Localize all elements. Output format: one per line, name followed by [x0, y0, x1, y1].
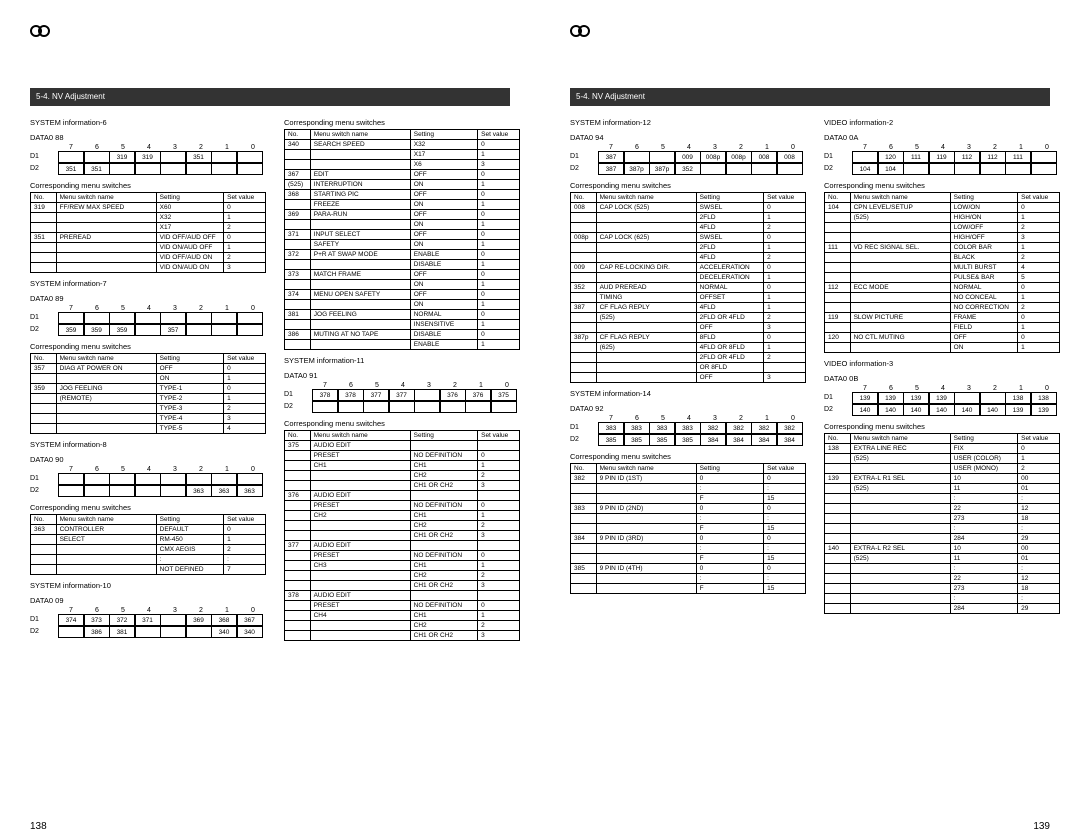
sw10-table: No.Menu switch nameSettingSet value340SE… [284, 129, 520, 350]
vid3-data: DATA0 0B [824, 374, 1060, 383]
vid2-data: DATA0 0A [824, 133, 1060, 142]
sys12-data: DATA0 94 [570, 133, 806, 142]
sys6-table: No.Menu switch nameSettingSet value319FF… [30, 192, 266, 273]
vid3-title: VIDEO information-3 [824, 359, 1060, 368]
sys8-table: No.Menu switch nameSettingSet value363CO… [30, 514, 266, 575]
section-header-left: 5-4. NV Adjustment [30, 88, 510, 106]
logo [30, 25, 50, 37]
sys14-table: No.Menu switch nameSettingSet value3829 … [570, 463, 806, 594]
sys6-data: DATA0 88 [30, 133, 266, 142]
sys7-title: SYSTEM information-7 [30, 279, 266, 288]
sys8-cap: Corresponding menu switches [30, 503, 266, 512]
sys8-title: SYSTEM information-8 [30, 440, 266, 449]
sys14-data: DATA0 92 [570, 404, 806, 413]
page-num-left: 138 [30, 821, 47, 832]
page-right: 5-4. NV Adjustment SYSTEM information-12… [540, 60, 1080, 814]
right-col-2: VIDEO information-2 DATA0 0A 76543210D11… [824, 112, 1060, 620]
sys11-table: No.Menu switch nameSettingSet value375AU… [284, 430, 520, 641]
sys8-data: DATA0 90 [30, 455, 266, 464]
sys6-title: SYSTEM information-6 [30, 118, 266, 127]
vid3-table: No.Menu switch nameSettingSet value138EX… [824, 433, 1060, 614]
section-header-right: 5-4. NV Adjustment [570, 88, 1050, 106]
vid2-table: No.Menu switch nameSettingSet value104CP… [824, 192, 1060, 353]
sys14-cap: Corresponding menu switches [570, 452, 806, 461]
sys11-data: DATA0 91 [284, 371, 520, 380]
vid2-title: VIDEO information-2 [824, 118, 1060, 127]
sys6-cap: Corresponding menu switches [30, 181, 266, 190]
vid3-cap: Corresponding menu switches [824, 422, 1060, 431]
right-col-1: SYSTEM information-12 DATA0 94 76543210D… [570, 112, 806, 620]
sys7-data: DATA0 89 [30, 294, 266, 303]
sys7-cap: Corresponding menu switches [30, 342, 266, 351]
sw10-cap: Corresponding menu switches [284, 118, 520, 127]
sys7-table: No.Menu switch nameSettingSet value357DI… [30, 353, 266, 434]
left-col-2: Corresponding menu switches No.Menu swit… [284, 112, 520, 647]
sys10-data: DATA0 09 [30, 596, 266, 605]
page-left: 5-4. NV Adjustment SYSTEM information-6 … [0, 60, 540, 814]
page-num-right: 139 [1033, 821, 1050, 832]
sys14-title: SYSTEM information-14 [570, 389, 806, 398]
sys10-title: SYSTEM information-10 [30, 581, 266, 590]
sys12-cap: Corresponding menu switches [570, 181, 806, 190]
vid2-cap: Corresponding menu switches [824, 181, 1060, 190]
sys12-title: SYSTEM information-12 [570, 118, 806, 127]
left-col-1: SYSTEM information-6 DATA0 88 76543210D1… [30, 112, 266, 647]
sys11-title: SYSTEM information-11 [284, 356, 520, 365]
sys11-cap: Corresponding menu switches [284, 419, 520, 428]
sys12-table: No.Menu switch nameSettingSet value008CA… [570, 192, 806, 383]
logo [570, 25, 590, 37]
